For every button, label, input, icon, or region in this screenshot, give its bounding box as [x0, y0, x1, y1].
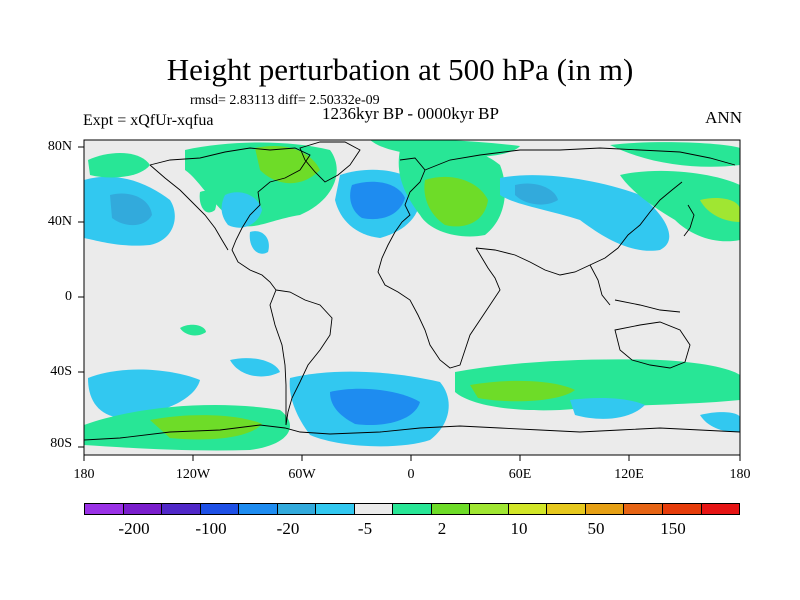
contour-region [88, 153, 150, 178]
colorbar-segment [85, 504, 124, 514]
lat-label: 40N [47, 214, 72, 229]
contour-region [330, 388, 420, 426]
coastlines [84, 141, 740, 441]
colorbar-segment [123, 504, 163, 514]
colorbar-segment [508, 504, 548, 514]
contour-region [424, 176, 488, 227]
contour-region [470, 380, 575, 402]
colorbar-label: -20 [276, 519, 300, 538]
colorbar-label: 150 [660, 519, 686, 538]
contour-region [230, 358, 280, 377]
contour-region [110, 193, 152, 226]
stats-text: rmsd= 2.83113 diff= 2.50332e-09 [190, 93, 380, 108]
colorbar-label: -200 [118, 519, 150, 538]
colorbar-segment [316, 504, 355, 514]
contour-region [249, 231, 269, 254]
contour-region [180, 324, 206, 336]
contour-region [150, 415, 262, 440]
lon-label: 60E [508, 467, 532, 482]
colorbar-segment [470, 504, 509, 514]
contour-region [221, 192, 262, 228]
colorbar-segment [277, 504, 317, 514]
season-label: ANN [705, 108, 742, 127]
contour-region [515, 183, 558, 205]
colorbar-label: 50 [587, 519, 605, 538]
colorbar-segment [624, 504, 663, 514]
colorbar-segment [585, 504, 625, 514]
colorbar-segment [662, 504, 702, 514]
colorbar-segment [431, 504, 471, 514]
contour-region [700, 412, 740, 433]
lon-label: 180 [729, 467, 751, 482]
time-range-label: 1236kyr BP - 0000kyr BP [322, 104, 499, 123]
colorbar-segment [547, 504, 586, 514]
contour-region [199, 190, 217, 213]
colorbar-label: 2 [437, 519, 447, 538]
lat-label: 40S [50, 364, 72, 379]
contour-region [88, 369, 200, 418]
colorbar-label: -5 [357, 519, 373, 538]
lon-label: 180 [73, 467, 95, 482]
contour-region [350, 181, 405, 220]
colorbar-label: -100 [195, 519, 227, 538]
lat-label: 80N [47, 139, 72, 154]
lon-label: 0 [407, 467, 415, 482]
contour-fields [84, 140, 740, 451]
contour-region [570, 397, 645, 419]
colorbar-segment [200, 504, 240, 514]
colorbar-label: 10 [510, 519, 528, 538]
experiment-label: Expt = xQfUr-xqfua [83, 112, 214, 129]
colorbar-segment [239, 504, 278, 514]
colorbar-segment [354, 504, 394, 514]
contour-region [255, 146, 320, 184]
axis-ticks [78, 146, 741, 461]
colorbar-segment [701, 504, 740, 514]
colorbar-segment [393, 504, 432, 514]
lat-label: 80S [50, 436, 72, 451]
contour-region [610, 142, 740, 167]
lon-label: 120E [614, 467, 644, 482]
lat-label: 0 [65, 289, 72, 304]
colorbar-segment [162, 504, 201, 514]
contour-region [370, 140, 520, 158]
colorbar [84, 503, 740, 515]
contour-region [620, 170, 740, 242]
map-title: Height perturbation at 500 hPa (in m) [166, 52, 634, 87]
lon-label: 120W [175, 467, 211, 482]
lon-label: 60W [288, 467, 316, 482]
contour-region [700, 198, 740, 222]
